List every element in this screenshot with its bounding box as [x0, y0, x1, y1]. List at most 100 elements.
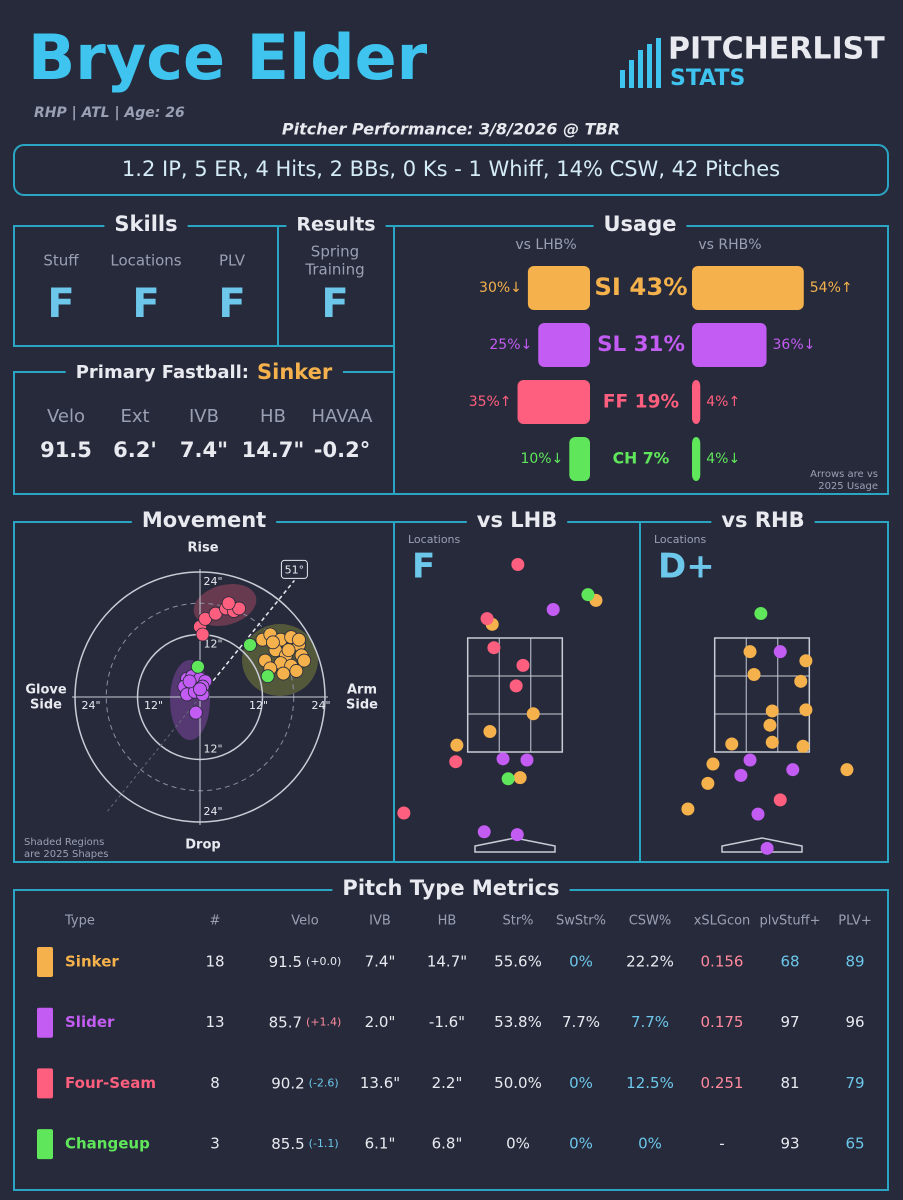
usage-bar-lhb [569, 437, 590, 481]
table-cell: 7.7% [631, 1013, 669, 1031]
usage-total: FF 19% [603, 392, 679, 413]
table-header: Velo [291, 914, 318, 929]
movement-point [297, 653, 312, 668]
location-point [799, 654, 813, 668]
summary: 1.2 IP, 5 ER, 4 Hits, 2 BBs, 0 Ks - 1 Wh… [122, 157, 780, 181]
movement-note: are 2025 Shapes [24, 849, 109, 860]
location-point [706, 757, 720, 771]
movement-point [260, 669, 275, 684]
movement-point [289, 664, 304, 678]
location-point [794, 674, 808, 688]
arm-angle-box [280, 559, 308, 579]
table-header: CSW% [629, 914, 672, 929]
panel-title: Movement [142, 508, 266, 532]
usage-bar-lhb [527, 266, 590, 310]
table-cell: 50.0% [494, 1074, 542, 1092]
table-cell: 79 [845, 1074, 864, 1092]
table-cell: 0% [638, 1135, 662, 1153]
velo-cell: 85.7 (+1.4) [269, 1013, 342, 1031]
movement-point [276, 666, 291, 681]
arm-angle-ext [105, 696, 201, 814]
summary-box [13, 144, 889, 196]
ring-label: 24" [203, 805, 222, 818]
table-header: # [210, 914, 221, 929]
location-point [509, 679, 523, 693]
movement-point [191, 659, 205, 674]
usage-header: vs LHB% [515, 237, 576, 253]
metric-label: HB [260, 406, 286, 427]
panel-title: Usage [604, 212, 677, 236]
velo-cell: 91.5 (+0.0) [269, 953, 342, 971]
ring-label: 24" [81, 699, 100, 712]
usage-bar-rhb [692, 437, 701, 481]
table-cell: 0.175 [701, 1013, 744, 1031]
table-cell: 68 [780, 953, 799, 971]
movement-point [188, 705, 203, 720]
location-point [754, 606, 768, 620]
locations-label: Locations [654, 533, 707, 546]
strike-zone [466, 637, 564, 753]
table-cell: - [719, 1135, 724, 1153]
location-points [397, 557, 603, 842]
location-point [483, 724, 497, 738]
table-cell: 6.8" [432, 1135, 463, 1153]
location-point [701, 776, 715, 790]
results-label: Spring [311, 243, 359, 261]
location-point [763, 718, 777, 732]
pitch-name: Changeup [65, 1135, 150, 1153]
location-point [501, 772, 515, 786]
location-point [773, 645, 787, 659]
table-cell: 96 [845, 1013, 864, 1031]
usage-rhb-label: 54%↑ [810, 280, 853, 296]
axis-label: Glove [25, 683, 67, 698]
results-label: Training [304, 261, 364, 279]
velo-diff: (+1.4) [306, 1016, 341, 1029]
table-header: SwStr% [556, 914, 606, 929]
location-point [526, 707, 540, 721]
location-point [546, 603, 560, 616]
movement-point [292, 632, 306, 647]
velo-cell: 85.5 (-1.1) [271, 1135, 338, 1153]
location-point [743, 753, 757, 767]
location-point [796, 739, 810, 753]
table-cell: 3 [210, 1135, 220, 1153]
location-point [496, 752, 510, 766]
usage-rhb-label: 4%↓ [706, 451, 740, 467]
table-cell: 13 [205, 1013, 224, 1031]
locations-label: Locations [408, 533, 461, 546]
skill-grade: F [47, 281, 74, 327]
logo-subtext: STATS [670, 66, 745, 91]
movement-note: Shaded Regions [24, 837, 104, 848]
locations-grade: D+ [658, 547, 715, 587]
table-cell: 53.8% [494, 1013, 542, 1031]
location-point [487, 641, 501, 655]
results-grade: F [321, 281, 348, 327]
location-point [520, 753, 534, 767]
usage-bar-lhb [538, 323, 590, 367]
usage-lhb-label: 10%↓ [520, 451, 563, 467]
location-point [840, 763, 854, 777]
table-cell: 7.4" [365, 953, 396, 971]
movement-point [221, 596, 236, 611]
axis-label: Rise [187, 541, 218, 556]
panel-title: Results [296, 214, 375, 236]
title-backdrop [131, 515, 277, 527]
table-cell: 6.1" [365, 1135, 396, 1153]
location-point [760, 841, 774, 855]
metric-label: HAVAA [312, 406, 374, 427]
location-point [765, 704, 779, 718]
skill-grade: F [218, 281, 245, 327]
location-point [477, 825, 491, 839]
usage-lhb-label: 35%↑ [469, 394, 512, 410]
location-point [681, 802, 695, 816]
skill-label: Stuff [43, 252, 79, 270]
location-point [450, 738, 464, 752]
usage-rhb-label: 4%↑ [706, 394, 740, 410]
title-backdrop [65, 366, 343, 378]
fastball-pitch: Sinker [257, 360, 333, 384]
usage-header: vs RHB% [698, 237, 761, 253]
table-cell: 0% [506, 1135, 530, 1153]
table-cell: 12.5% [626, 1074, 674, 1092]
usage-total: SL 31% [597, 332, 685, 357]
